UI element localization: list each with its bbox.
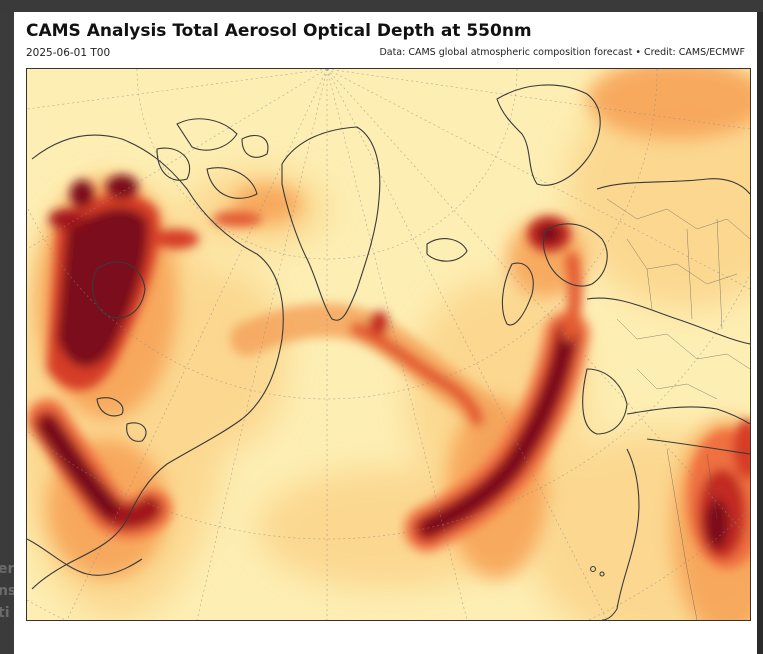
ghost-text-2: ns bbox=[0, 583, 17, 599]
map-borders bbox=[606, 198, 750, 620]
figure-panel: CAMS Analysis Total Aerosol Optical Dept… bbox=[14, 12, 757, 654]
aod-map-canvas bbox=[27, 69, 750, 620]
ghost-text-1: er bbox=[0, 561, 15, 577]
aod-map[interactable] bbox=[26, 68, 751, 621]
aod-high-plume-east bbox=[404, 216, 590, 552]
window-right-edge bbox=[757, 12, 763, 654]
map-coastlines bbox=[27, 84, 750, 620]
aod-atlantic-plume bbox=[230, 303, 510, 506]
figure-title: CAMS Analysis Total Aerosol Optical Dept… bbox=[26, 21, 532, 41]
valid-time-label: 2025-06-01 T00 bbox=[26, 47, 111, 59]
aod-high-plume-west bbox=[27, 175, 262, 539]
credit-label: Data: CAMS global atmospheric compositio… bbox=[379, 47, 745, 58]
ghost-text-3: ti bbox=[0, 605, 10, 621]
window-top-edge bbox=[0, 0, 763, 12]
aod-high-plume-africa bbox=[687, 419, 750, 569]
background-window: er ns ti bbox=[0, 12, 17, 654]
